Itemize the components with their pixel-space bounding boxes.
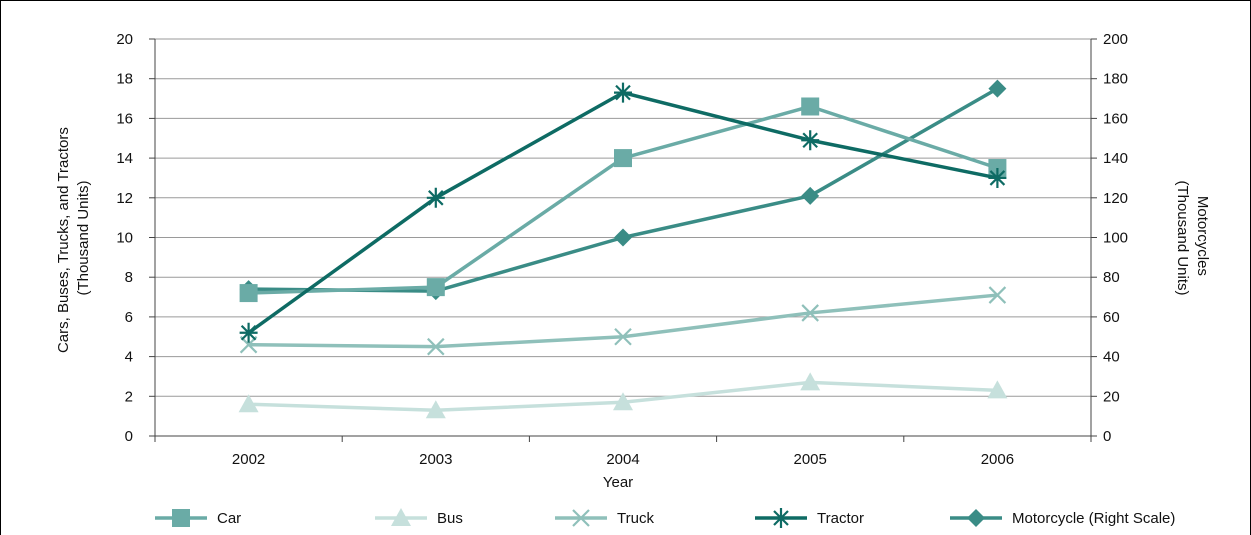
x-ticks: 2002 2003 2004 2005 2006 <box>232 451 1014 468</box>
data-point-truck <box>614 327 632 346</box>
series-line-car <box>248 104 998 295</box>
right-y-tick-label: 140 <box>1103 150 1128 167</box>
series-line-tractor <box>247 90 998 335</box>
left-y-tick-label: 4 <box>125 349 133 366</box>
data-point-car <box>801 97 820 116</box>
data-point-bus <box>800 372 821 391</box>
x-axis-label: Year <box>603 474 633 491</box>
right-y-ticks: 0 20 40 60 80 100 120 140 160 180 200 <box>1103 31 1128 445</box>
data-point-motorcycle-right-scale <box>614 228 632 247</box>
x-tick-label: 2005 <box>794 451 827 468</box>
legend-label-truck: Truck <box>617 510 654 527</box>
axes <box>149 38 1097 442</box>
legend-item-bus: Bus <box>375 508 463 527</box>
left-y-tick-label: 8 <box>125 269 133 286</box>
legend: Car Bus Truck Tractor Motorcycle (Right Scal… <box>155 508 1175 528</box>
left-y-tick-label: 20 <box>116 31 133 48</box>
series-truck <box>239 286 1007 356</box>
right-y-tick-label: 200 <box>1103 31 1128 48</box>
legend-label-car: Car <box>217 510 241 527</box>
series-group <box>238 79 1008 419</box>
data-point-tractor <box>614 82 632 103</box>
right-y-axis-label: Motorcycles (Thousand Units) <box>1174 180 1211 295</box>
left-y-tick-label: 16 <box>116 110 133 127</box>
left-y-tick-label: 18 <box>116 71 133 88</box>
x-tick-label: 2002 <box>232 451 265 468</box>
data-point-car <box>614 149 632 168</box>
data-point-bus <box>238 394 259 413</box>
data-point-bus <box>425 400 446 419</box>
x-tick-label: 2006 <box>981 451 1014 468</box>
x-tick-label: 2003 <box>419 451 452 468</box>
series-tractor <box>239 82 1007 343</box>
data-point-tractor <box>801 130 820 151</box>
x-tick-label: 2004 <box>606 451 639 468</box>
data-point-truck <box>801 304 819 322</box>
series-motorcycle-right-scale <box>239 79 1007 301</box>
right-y-tick-label: 0 <box>1103 428 1111 445</box>
left-y-tick-label: 10 <box>116 230 133 247</box>
data-point-car <box>239 284 258 303</box>
series-bus <box>238 372 1008 419</box>
left-y-tick-label: 0 <box>125 428 133 445</box>
legend-marker-truck <box>572 509 590 527</box>
left-y-axis-label-line2: (Thousand Units) <box>75 180 92 295</box>
legend-label-motorcycle-right-scale: Motorcycle (Right Scale) <box>1012 510 1175 527</box>
data-point-truck <box>988 286 1007 304</box>
left-y-ticks: 0 2 4 6 8 10 12 14 16 18 20 <box>116 31 133 445</box>
legend-item-motorcycle-right-scale: Motorcycle (Right Scale) <box>950 509 1175 527</box>
right-y-tick-label: 100 <box>1103 230 1128 247</box>
data-point-tractor <box>426 187 445 208</box>
left-y-tick-label: 12 <box>116 190 133 207</box>
right-y-tick-label: 160 <box>1103 110 1128 127</box>
left-y-tick-label: 6 <box>125 309 133 326</box>
left-y-tick-label: 14 <box>116 150 133 167</box>
legend-label-bus: Bus <box>437 510 463 527</box>
left-y-tick-label: 2 <box>125 388 133 405</box>
series-line-truck <box>248 293 998 349</box>
right-y-axis-label-line1: Motorcycles <box>1194 196 1211 276</box>
left-y-axis-label: Cars, Buses, Trucks, and Tractors (Thous… <box>55 123 92 353</box>
right-y-tick-label: 20 <box>1103 388 1120 405</box>
left-y-axis-label-line1: Cars, Buses, Trucks, and Tractors <box>55 127 72 353</box>
legend-item-car: Car <box>155 509 241 527</box>
legend-marker-tractor <box>772 508 790 528</box>
data-point-tractor <box>988 167 1007 188</box>
right-y-axis-label-line2: (Thousand Units) <box>1174 180 1191 295</box>
legend-marker-motorcycle-right-scale <box>967 509 985 527</box>
legend-marker-bus <box>391 508 411 526</box>
data-point-motorcycle-right-scale <box>801 186 820 205</box>
legend-item-truck: Truck <box>555 509 654 527</box>
legend-marker-car <box>172 509 190 527</box>
legend-item-tractor: Tractor <box>755 508 864 528</box>
right-y-tick-label: 80 <box>1103 269 1120 286</box>
right-y-tick-label: 120 <box>1103 190 1128 207</box>
right-y-tick-label: 180 <box>1103 71 1128 88</box>
data-point-bus <box>613 392 633 411</box>
data-point-car <box>426 278 445 297</box>
data-point-tractor <box>239 322 258 343</box>
data-point-truck <box>427 337 445 356</box>
right-y-tick-label: 40 <box>1103 349 1120 366</box>
legend-label-tractor: Tractor <box>817 510 864 527</box>
right-y-tick-label: 60 <box>1103 309 1120 326</box>
data-point-motorcycle-right-scale <box>988 79 1007 98</box>
data-point-bus <box>987 380 1008 399</box>
series-line-motorcycle-right-scale <box>248 87 999 293</box>
series-car <box>239 97 1007 303</box>
